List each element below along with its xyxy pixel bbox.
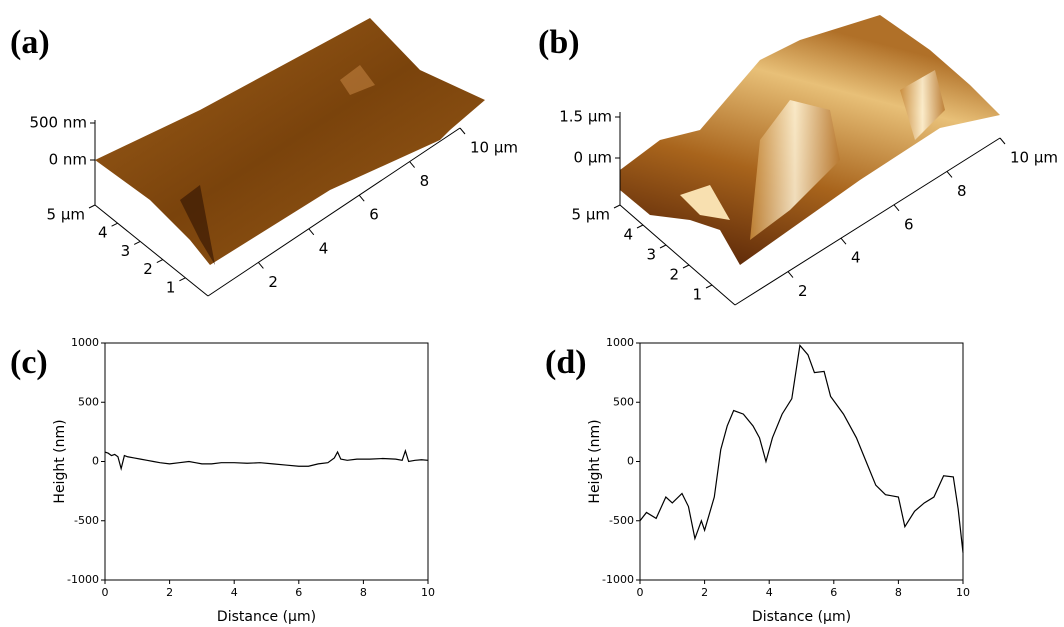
y-tick xyxy=(682,264,690,269)
x-tick-label: 10 xyxy=(956,586,970,599)
x-tick xyxy=(946,171,953,178)
x-tick-label: 6 xyxy=(295,586,302,599)
x-tick-label: 8 xyxy=(895,586,902,599)
y-tick-label: 1000 xyxy=(71,336,99,349)
y-tick-label: 4 xyxy=(98,224,108,242)
x-tick-label: 8 xyxy=(957,182,967,200)
y-axis-label: Height (nm) xyxy=(52,419,68,503)
x-tick-label: 10 μm xyxy=(470,139,518,157)
y-axis xyxy=(619,204,736,306)
panel-label: (d) xyxy=(545,344,587,381)
y-tick xyxy=(613,204,621,209)
y-tick-label: 5 μm xyxy=(47,206,85,224)
y-tick-label: 4 xyxy=(623,226,633,244)
y-tick xyxy=(156,259,164,264)
y-tick xyxy=(133,240,141,245)
data-line xyxy=(639,343,964,553)
x-tick-label: 10 xyxy=(421,586,435,599)
surface-detail xyxy=(340,65,375,95)
x-tick-label: 2 xyxy=(798,282,808,300)
x-tick-label: 8 xyxy=(420,172,430,190)
x-tick-label: 2 xyxy=(268,273,278,291)
z-tick-label: 1.5 μm xyxy=(559,108,612,126)
x-axis xyxy=(207,127,461,297)
y-tick-label: 2 xyxy=(143,260,153,278)
surface-detail xyxy=(180,185,215,265)
y-tick-label: 1000 xyxy=(606,336,634,349)
surface-detail xyxy=(750,100,840,240)
panel-label: (a) xyxy=(10,24,50,61)
surface-detail xyxy=(900,70,945,140)
x-tick-label: 6 xyxy=(369,206,379,224)
y-axis xyxy=(94,204,209,297)
x-tick-label: 0 xyxy=(637,586,644,599)
plot-frame xyxy=(639,342,964,581)
y-tick-label: 1 xyxy=(166,278,176,296)
x-tick-label: 6 xyxy=(904,215,914,233)
x-tick xyxy=(258,262,264,269)
x-tick-label: 4 xyxy=(851,249,861,267)
y-tick-label: -1000 xyxy=(602,573,634,586)
x-tick xyxy=(308,228,315,236)
x-tick xyxy=(409,161,415,168)
surface-a xyxy=(95,18,485,265)
z-tick-label: 500 nm xyxy=(29,114,87,132)
y-tick xyxy=(705,284,713,289)
y-tick-label: -500 xyxy=(609,514,634,527)
x-tick-label: 2 xyxy=(701,586,708,599)
y-tick-label: -1000 xyxy=(67,573,99,586)
y-tick-label: 0 xyxy=(627,455,634,468)
x-tick xyxy=(999,137,1006,145)
y-axis-label: Height (nm) xyxy=(587,419,603,503)
x-tick xyxy=(787,271,794,278)
z-tick-label: 0 nm xyxy=(49,151,87,169)
x-tick-label: 0 xyxy=(102,586,109,599)
panel-label: (c) xyxy=(10,344,48,381)
y-tick-label: 500 xyxy=(613,395,634,408)
y-tick xyxy=(111,222,118,227)
data-line xyxy=(104,448,429,471)
x-tick xyxy=(893,204,900,212)
x-tick-label: 10 μm xyxy=(1010,149,1058,167)
surface xyxy=(95,18,485,265)
y-tick-label: 3 xyxy=(121,242,131,260)
y-tick xyxy=(659,244,667,249)
x-tick xyxy=(358,194,365,202)
y-tick-label: 5 μm xyxy=(572,206,610,224)
x-tick-label: 6 xyxy=(830,586,837,599)
y-tick-label: 500 xyxy=(78,395,99,408)
y-tick-label: -500 xyxy=(74,514,99,527)
x-tick-label: 4 xyxy=(231,586,238,599)
x-tick-label: 4 xyxy=(319,239,329,257)
y-tick-label: 1 xyxy=(692,286,702,304)
x-axis-label: Distance (μm) xyxy=(752,609,851,625)
surface-b xyxy=(620,15,1000,265)
x-axis-label: Distance (μm) xyxy=(217,609,316,625)
x-tick xyxy=(459,127,466,135)
x-tick-label: 4 xyxy=(766,586,773,599)
y-tick xyxy=(179,277,186,282)
y-tick-label: 2 xyxy=(669,266,679,284)
z-tick-label: 0 μm xyxy=(574,149,612,167)
x-tick xyxy=(840,237,847,245)
y-tick-label: 0 xyxy=(92,455,99,468)
y-tick xyxy=(636,224,644,229)
surface-detail xyxy=(680,185,730,220)
panel-label: (b) xyxy=(538,24,580,61)
x-tick-label: 2 xyxy=(166,586,173,599)
x-axis xyxy=(734,137,1001,306)
y-tick-label: 3 xyxy=(646,246,656,264)
y-tick xyxy=(88,204,96,209)
x-tick-label: 8 xyxy=(360,586,367,599)
